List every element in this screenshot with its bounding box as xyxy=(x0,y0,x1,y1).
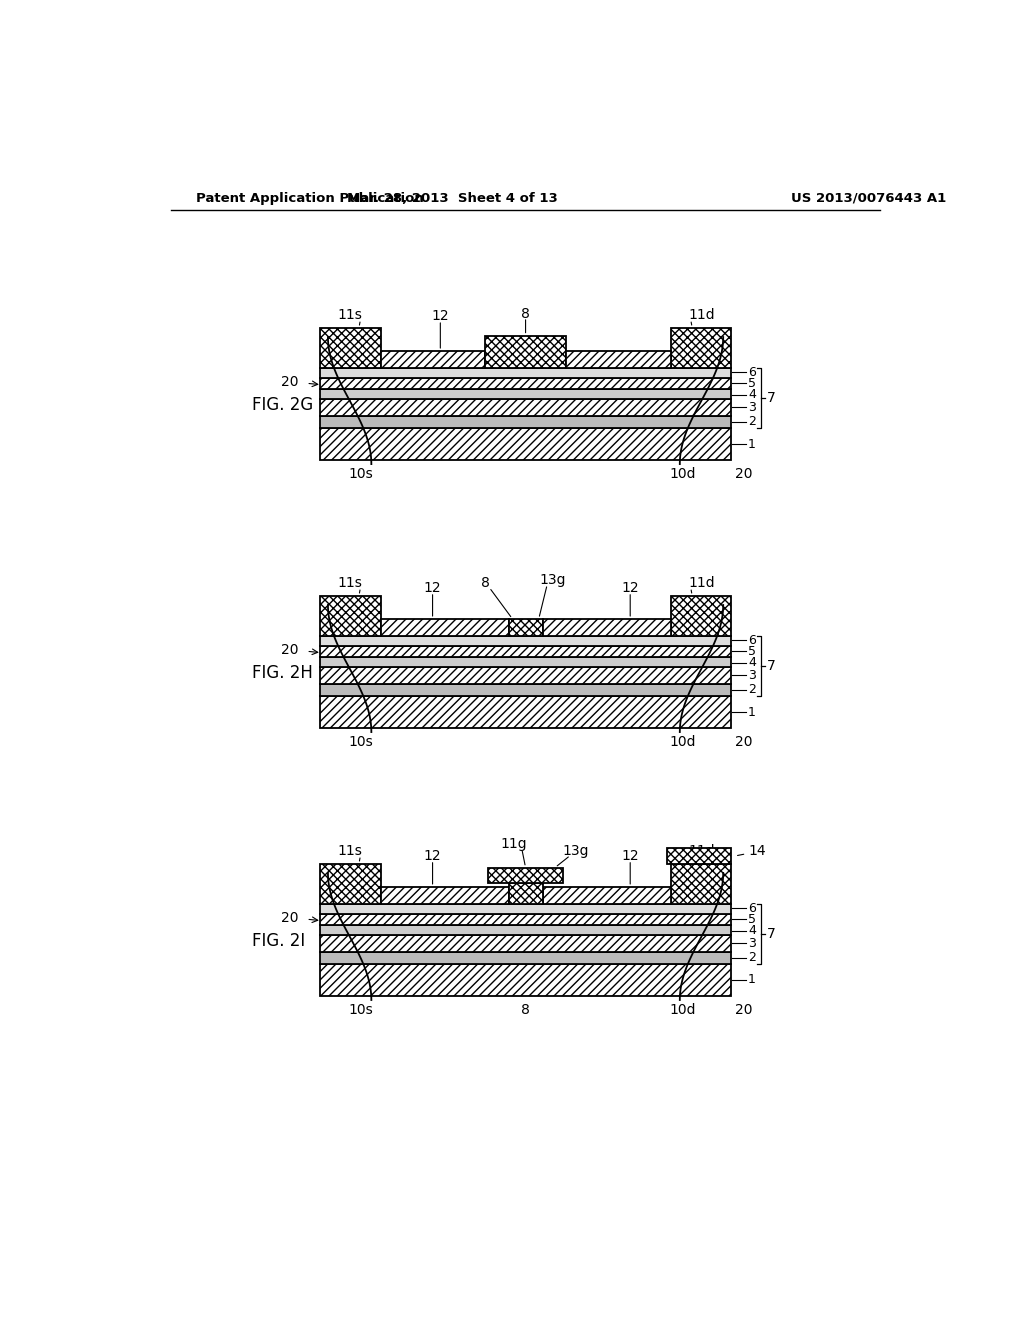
Bar xyxy=(321,399,731,416)
Text: 6: 6 xyxy=(748,902,756,915)
Text: 3: 3 xyxy=(748,668,756,681)
Text: 11d: 11d xyxy=(688,577,715,590)
Bar xyxy=(321,389,731,399)
Text: 12: 12 xyxy=(424,581,441,595)
Text: 10s: 10s xyxy=(348,1003,373,1016)
Bar xyxy=(321,863,381,904)
Bar xyxy=(321,904,731,913)
Text: 8: 8 xyxy=(521,1003,530,1016)
Bar xyxy=(321,416,731,428)
Bar xyxy=(485,335,566,368)
Bar xyxy=(321,657,731,667)
Bar xyxy=(321,368,731,378)
Text: 11d: 11d xyxy=(688,845,715,858)
Bar xyxy=(488,867,563,883)
Text: 5: 5 xyxy=(748,376,756,389)
Bar xyxy=(509,883,543,904)
Text: FIG. 2H: FIG. 2H xyxy=(252,664,313,681)
Bar xyxy=(321,964,731,997)
Text: 8: 8 xyxy=(521,308,530,321)
Text: 11d: 11d xyxy=(688,309,715,322)
Text: 6: 6 xyxy=(748,366,756,379)
Bar xyxy=(321,595,381,636)
Text: 4: 4 xyxy=(748,924,756,937)
Text: Mar. 28, 2013  Sheet 4 of 13: Mar. 28, 2013 Sheet 4 of 13 xyxy=(346,191,557,205)
Text: 10d: 10d xyxy=(670,467,696,480)
Text: 11s: 11s xyxy=(337,845,362,858)
Text: 8: 8 xyxy=(481,577,489,590)
Bar xyxy=(321,378,731,389)
Bar xyxy=(321,952,731,964)
Text: FIG. 2I: FIG. 2I xyxy=(252,932,305,949)
Text: 4: 4 xyxy=(748,656,756,669)
Text: 4: 4 xyxy=(748,388,756,401)
Text: 20: 20 xyxy=(281,375,299,388)
Text: 7: 7 xyxy=(767,927,775,941)
Text: 13g: 13g xyxy=(540,573,566,586)
Text: 12: 12 xyxy=(622,849,639,863)
Bar xyxy=(381,351,485,368)
Bar xyxy=(321,925,731,935)
Text: 1: 1 xyxy=(748,437,756,450)
Text: 6: 6 xyxy=(748,634,756,647)
Bar xyxy=(671,595,731,636)
Bar xyxy=(381,619,509,636)
Text: 7: 7 xyxy=(767,659,775,673)
Text: 5: 5 xyxy=(748,644,756,657)
Text: 20: 20 xyxy=(281,643,299,656)
Bar xyxy=(667,849,731,863)
Bar xyxy=(321,684,731,696)
Text: 12: 12 xyxy=(622,581,639,595)
Bar xyxy=(381,887,509,904)
Text: 7: 7 xyxy=(767,391,775,405)
Text: 20: 20 xyxy=(281,911,299,924)
Bar xyxy=(566,351,671,368)
Bar xyxy=(321,913,731,925)
Text: 12: 12 xyxy=(431,309,450,323)
Text: 2: 2 xyxy=(748,684,756,696)
Bar xyxy=(321,935,731,952)
Bar xyxy=(321,696,731,729)
Text: 1: 1 xyxy=(748,705,756,718)
Text: Patent Application Publication: Patent Application Publication xyxy=(197,191,424,205)
Text: 11g: 11g xyxy=(501,837,527,851)
Text: 2: 2 xyxy=(748,952,756,964)
Bar xyxy=(543,619,671,636)
Text: 20: 20 xyxy=(735,1003,753,1016)
Text: 2: 2 xyxy=(748,416,756,428)
Text: 10s: 10s xyxy=(348,467,373,480)
Text: 3: 3 xyxy=(748,400,756,413)
Bar xyxy=(321,667,731,684)
Text: 3: 3 xyxy=(748,936,756,949)
Bar xyxy=(321,327,381,368)
Text: 13g: 13g xyxy=(563,845,589,858)
Text: 14: 14 xyxy=(748,845,766,858)
Bar xyxy=(509,619,543,636)
Bar xyxy=(543,887,671,904)
Text: 12: 12 xyxy=(424,849,441,863)
Text: 10s: 10s xyxy=(348,735,373,748)
Text: FIG. 2G: FIG. 2G xyxy=(252,396,313,413)
Text: 1: 1 xyxy=(748,973,756,986)
Text: 10d: 10d xyxy=(670,1003,696,1016)
Text: 10d: 10d xyxy=(670,735,696,748)
Bar xyxy=(321,636,731,645)
Bar xyxy=(671,327,731,368)
Bar xyxy=(671,863,731,904)
Bar xyxy=(321,428,731,461)
Text: 11s: 11s xyxy=(337,577,362,590)
Text: US 2013/0076443 A1: US 2013/0076443 A1 xyxy=(791,191,946,205)
Text: 20: 20 xyxy=(735,735,753,748)
Text: 11s: 11s xyxy=(337,309,362,322)
Text: 5: 5 xyxy=(748,912,756,925)
Text: 20: 20 xyxy=(735,467,753,480)
Bar xyxy=(321,645,731,657)
